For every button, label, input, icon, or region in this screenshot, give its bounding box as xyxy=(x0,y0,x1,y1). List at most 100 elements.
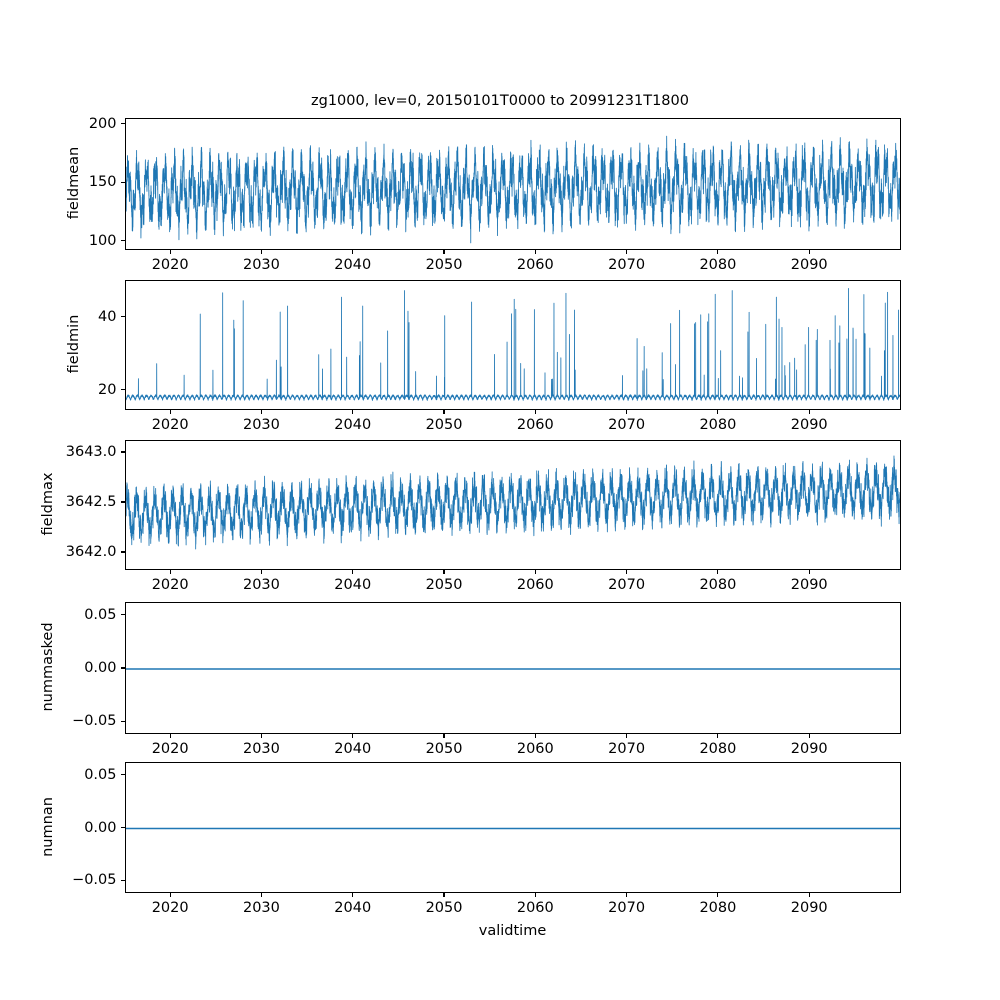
x-tick-mark xyxy=(169,410,171,414)
x-tick-mark xyxy=(534,410,536,414)
y-tick-label: 100 xyxy=(88,232,117,249)
x-tick-label: 2080 xyxy=(699,577,737,593)
x-tick-mark xyxy=(534,734,536,738)
y-tick-label: 200 xyxy=(88,115,117,132)
x-tick-label: 2040 xyxy=(334,577,372,593)
x-tick-label: 2090 xyxy=(790,900,828,916)
y-axis-label-fieldmax: fieldmax xyxy=(40,472,56,536)
x-tick-label: 2060 xyxy=(516,741,554,757)
x-tick-mark xyxy=(626,734,628,738)
x-tick-mark xyxy=(717,734,719,738)
y-tick-label: −0.05 xyxy=(72,713,117,730)
x-tick-mark xyxy=(534,570,536,574)
figure-title: zg1000, lev=0, 20150101T0000 to 20991231… xyxy=(311,93,689,109)
y-tick-label: 40 xyxy=(98,308,117,325)
x-tick-mark xyxy=(260,734,262,738)
x-tick-label: 2050 xyxy=(425,257,463,273)
x-tick-label: 2060 xyxy=(516,577,554,593)
y-tick-mark xyxy=(120,316,125,318)
x-tick-label: 2040 xyxy=(334,900,372,916)
x-tick-label: 2030 xyxy=(242,741,280,757)
x-tick-mark xyxy=(534,250,536,254)
plot-panel-fieldmean xyxy=(124,118,901,250)
x-tick-mark xyxy=(169,893,171,897)
x-tick-mark xyxy=(443,734,445,738)
x-tick-label: 2020 xyxy=(151,900,189,916)
plot-panel-numnan xyxy=(124,762,901,893)
x-tick-mark xyxy=(626,893,628,897)
y-tick-mark xyxy=(120,240,125,242)
x-tick-mark xyxy=(626,410,628,414)
series-line-nummasked xyxy=(125,603,900,733)
y-tick-label: −0.05 xyxy=(72,872,117,889)
series-line-fieldmax xyxy=(125,441,900,569)
x-tick-mark xyxy=(352,893,354,897)
y-axis-label-nummasked: nummasked xyxy=(40,622,56,712)
plot-panel-fieldmax xyxy=(124,440,901,570)
x-tick-mark xyxy=(717,410,719,414)
x-tick-mark xyxy=(169,734,171,738)
x-tick-mark xyxy=(808,734,810,738)
y-tick-mark xyxy=(120,389,125,391)
x-tick-mark xyxy=(534,893,536,897)
x-tick-label: 2090 xyxy=(790,257,828,273)
x-tick-label: 2050 xyxy=(425,900,463,916)
x-tick-mark xyxy=(626,250,628,254)
y-tick-label: 0.00 xyxy=(84,660,117,676)
y-axis-label-fieldmean: fieldmean xyxy=(66,146,82,220)
x-tick-label: 2030 xyxy=(242,257,280,273)
x-tick-label: 2030 xyxy=(242,900,280,916)
x-tick-mark xyxy=(443,570,445,574)
x-tick-mark xyxy=(626,570,628,574)
x-tick-label: 2080 xyxy=(699,900,737,916)
plot-panel-fieldmin xyxy=(124,280,901,410)
y-tick-label: 3643.0 xyxy=(65,444,117,460)
x-tick-label: 2030 xyxy=(242,417,280,433)
x-tick-label: 2020 xyxy=(151,257,189,273)
y-tick-label: 3642.0 xyxy=(65,544,117,560)
x-tick-mark xyxy=(717,893,719,897)
y-tick-mark xyxy=(120,774,125,776)
x-tick-label: 2070 xyxy=(608,741,646,757)
x-tick-mark xyxy=(717,250,719,254)
x-tick-mark xyxy=(443,410,445,414)
x-tick-mark xyxy=(808,410,810,414)
x-axis-label: validtime xyxy=(478,923,547,939)
y-tick-label: 0.05 xyxy=(84,766,117,783)
x-tick-label: 2060 xyxy=(516,257,554,273)
x-tick-mark xyxy=(352,734,354,738)
x-tick-mark xyxy=(443,893,445,897)
x-tick-label: 2090 xyxy=(790,741,828,757)
x-tick-label: 2060 xyxy=(516,900,554,916)
y-tick-mark xyxy=(120,614,125,616)
x-tick-mark xyxy=(352,250,354,254)
x-tick-mark xyxy=(808,893,810,897)
x-tick-label: 2080 xyxy=(699,741,737,757)
y-tick-label: 20 xyxy=(98,381,117,398)
y-tick-mark xyxy=(120,181,125,183)
y-tick-mark xyxy=(120,501,125,503)
x-tick-label: 2040 xyxy=(334,417,372,433)
x-tick-label: 2020 xyxy=(151,741,189,757)
x-tick-mark xyxy=(352,410,354,414)
y-tick-label: 0.00 xyxy=(84,819,117,836)
series-line-fieldmin xyxy=(125,281,900,409)
y-tick-mark xyxy=(120,123,125,125)
series-line-numnan xyxy=(125,763,900,892)
x-tick-label: 2080 xyxy=(699,417,737,433)
y-tick-label: 150 xyxy=(88,174,117,191)
y-tick-mark xyxy=(120,551,125,553)
x-tick-label: 2020 xyxy=(151,417,189,433)
x-tick-mark xyxy=(260,250,262,254)
y-axis-label-fieldmin: fieldmin xyxy=(66,314,82,374)
x-tick-mark xyxy=(260,410,262,414)
x-tick-label: 2050 xyxy=(425,577,463,593)
x-tick-label: 2050 xyxy=(425,417,463,433)
x-tick-label: 2070 xyxy=(608,577,646,593)
x-tick-mark xyxy=(717,570,719,574)
x-tick-label: 2020 xyxy=(151,577,189,593)
y-tick-mark xyxy=(120,451,125,453)
x-tick-label: 2030 xyxy=(242,577,280,593)
x-tick-mark xyxy=(443,250,445,254)
